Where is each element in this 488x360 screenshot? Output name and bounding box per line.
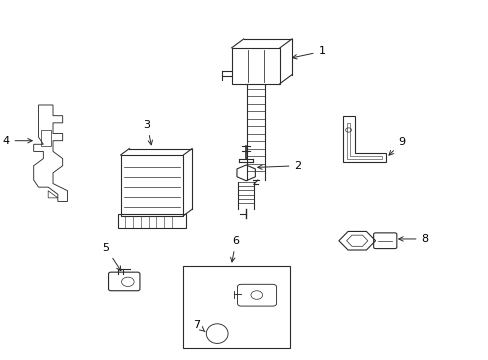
Bar bbox=[121, 155, 183, 216]
Text: 9: 9 bbox=[388, 138, 405, 155]
Bar bbox=[118, 214, 185, 228]
Text: 1: 1 bbox=[292, 46, 325, 59]
Text: 6: 6 bbox=[230, 236, 239, 262]
Text: 4: 4 bbox=[2, 136, 32, 146]
Text: 8: 8 bbox=[398, 234, 427, 244]
Text: 3: 3 bbox=[143, 120, 152, 145]
Text: 2: 2 bbox=[257, 161, 301, 171]
Text: 5: 5 bbox=[102, 243, 121, 271]
Text: 7: 7 bbox=[193, 320, 204, 332]
Bar bbox=[231, 48, 280, 84]
Bar bbox=[183, 266, 289, 348]
